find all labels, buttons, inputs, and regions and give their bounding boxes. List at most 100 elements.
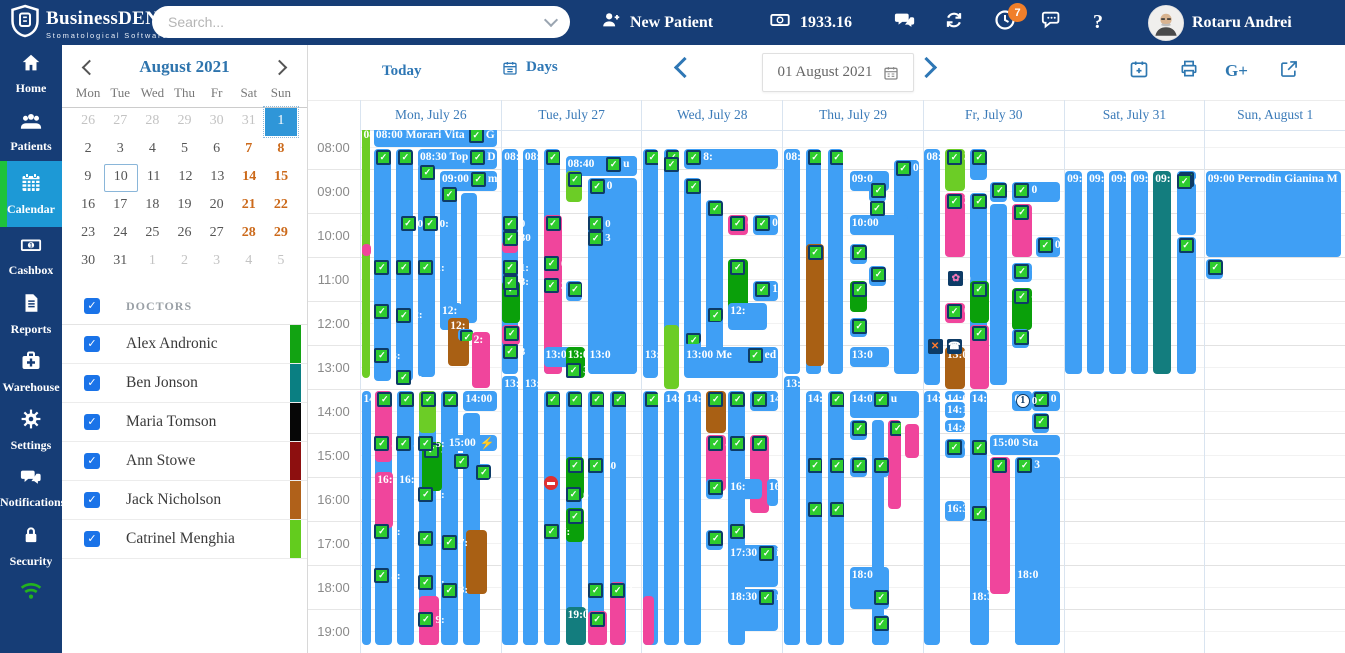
appointment[interactable]: 15:00 ⚡: [446, 435, 497, 451]
appointment[interactable]: ✓0: [945, 303, 965, 323]
mini-calendar-day[interactable]: 11: [146, 169, 161, 184]
mini-calendar-day[interactable]: 8: [277, 141, 285, 156]
mini-calendar-day[interactable]: 13: [210, 169, 225, 184]
appointment[interactable]: ✓3: [827, 149, 844, 374]
appointment-status-chip[interactable]: ✓ 0: [544, 256, 567, 272]
appointment[interactable]: 16:: [397, 471, 415, 492]
appointment[interactable]: 10:00: [849, 215, 908, 235]
appointment[interactable]: ✓: [684, 332, 701, 345]
doctor-checkbox[interactable]: ✓: [84, 492, 100, 508]
appointment-status-chip[interactable]: ✓ 0: [869, 201, 892, 217]
doctor-row[interactable]: ✓ Alex Andronic: [62, 325, 307, 364]
date-picker[interactable]: 01 August 2021: [762, 53, 914, 92]
appointment[interactable]: ✓0: [869, 182, 886, 202]
appointment[interactable]: ✓3: [1012, 328, 1030, 349]
mini-calendar-day[interactable]: 4: [245, 253, 253, 268]
appointment[interactable]: ✓0: [871, 457, 889, 477]
appointment[interactable]: 09:0: [1109, 171, 1126, 374]
appointment[interactable]: ✓0: [565, 281, 583, 301]
mini-calendar-day[interactable]: 10: [103, 164, 138, 192]
appointment-status-chip[interactable]: ✓ 3:: [418, 575, 445, 591]
appointment-status-chip[interactable]: ✓ 7:: [374, 524, 401, 539]
external-link-button[interactable]: [1279, 59, 1299, 84]
appointment-status-chip[interactable]: ✓ 0: [502, 216, 525, 231]
appointment[interactable]: ✓4:: [1012, 288, 1033, 330]
appointment[interactable]: 08:3: [783, 149, 801, 374]
appointment[interactable]: ✓:0: [1176, 237, 1197, 374]
appointment[interactable]: 09:: [1153, 171, 1172, 374]
appointment[interactable]: 14:: [361, 391, 372, 646]
day-header[interactable]: Mon, July 26: [360, 100, 501, 130]
appointment[interactable]: 09:00 ✓ m: [439, 171, 497, 191]
doctors-select-all-checkbox[interactable]: ✓: [84, 298, 100, 314]
appointment[interactable]: ✓0: [728, 215, 748, 235]
appointment-status-chip[interactable]: ✓1:: [396, 260, 423, 275]
mini-calendar-day[interactable]: 30: [209, 113, 224, 128]
appointment[interactable]: ✓3: [969, 149, 987, 180]
mini-calendar-day[interactable]: 1: [262, 106, 299, 138]
appointment[interactable]: ✓0: [805, 457, 823, 477]
mini-calendar-day[interactable]: 28: [145, 113, 160, 128]
appointment[interactable]: 09:0: [1087, 171, 1104, 374]
appointment[interactable]: ✓0: [1012, 262, 1033, 283]
appointment-status-chip[interactable]: ✓ 0: [1177, 174, 1200, 190]
appointment-status-chip[interactable]: ✕: [927, 339, 943, 355]
calendar-grid[interactable]: 08:08:00 Morari Vita✓G✓8:✓3:08:30 Top✓D✓…: [360, 130, 1345, 653]
appointment[interactable]: ✓3: [849, 420, 867, 440]
mini-calendar-day[interactable]: 28: [241, 225, 256, 240]
doctor-checkbox[interactable]: ✓: [84, 336, 100, 352]
day-header[interactable]: Tue, July 27: [500, 100, 642, 130]
appointment-status-chip[interactable]: ✓ 3:: [610, 582, 636, 598]
appointment-status-chip[interactable]: ✓2:: [396, 307, 423, 323]
appointment[interactable]: 14:00: [463, 391, 497, 411]
sidebar-item-warehouse[interactable]: Warehouse: [0, 343, 62, 401]
mini-calendar-day[interactable]: 6: [213, 141, 221, 156]
appointment-status-chip[interactable]: ✓ 30: [588, 458, 616, 473]
doctor-row[interactable]: ✓ Catrinel Menghia: [62, 520, 307, 559]
sidebar-item-security[interactable]: Security: [0, 517, 62, 575]
appointment[interactable]: 14:1: [945, 402, 965, 418]
day-header[interactable]: Sun, August 1: [1204, 100, 1345, 130]
appointment[interactable]: 16:3: [945, 501, 965, 521]
appointment[interactable]: ✓1:: [753, 281, 779, 301]
mini-calendar-day[interactable]: 2: [180, 253, 188, 268]
mini-calendar-day[interactable]: 18: [145, 197, 160, 212]
appointment[interactable]: 13:4: [502, 376, 518, 646]
appointment[interactable]: ✓ u: [871, 391, 919, 418]
mini-calendar-day[interactable]: 30: [81, 253, 96, 268]
appointment-status-chip[interactable]: ✓5:: [396, 436, 423, 451]
appointment[interactable]: 13:00 Me ✓ ed: [684, 347, 779, 378]
doctor-row[interactable]: ✓ Ann Stowe: [62, 442, 307, 481]
mini-calendar-day[interactable]: 27: [113, 113, 128, 128]
appointment[interactable]: ✓4:: [543, 391, 561, 646]
add-event-button[interactable]: [1129, 59, 1149, 84]
appointment[interactable]: 17:30✓id: [728, 545, 779, 587]
appointment[interactable]: ✓0: [1205, 259, 1223, 279]
help-button[interactable]: ?: [1093, 0, 1103, 45]
next-week-button[interactable]: [915, 56, 938, 79]
appointment-status-chip[interactable]: ✓ 9:: [418, 612, 445, 627]
mini-calendar-day[interactable]: 3: [116, 141, 124, 156]
day-header[interactable]: Wed, July 28: [641, 100, 782, 130]
appointment[interactable]: ✓14: [706, 391, 726, 433]
appointment[interactable]: ✓0: [502, 325, 521, 345]
mini-calendar-day[interactable]: 23: [81, 225, 96, 240]
appointment[interactable]: [460, 193, 478, 323]
appointment[interactable]: ✓ u: [604, 156, 638, 173]
appointment[interactable]: 13:0: [587, 347, 638, 374]
new-patient-button[interactable]: New Patient: [600, 0, 713, 45]
appointment[interactable]: ✓0: [1012, 204, 1033, 257]
sidebar-item-calendar[interactable]: Calendar: [0, 161, 62, 227]
appointment-status-chip[interactable]: ✓ 3:: [502, 274, 529, 290]
appointment[interactable]: 09:0: [1065, 171, 1082, 374]
appointment-status-chip[interactable]: ✓ 3: [588, 230, 611, 246]
days-view-button[interactable]: Days: [502, 59, 558, 76]
appointment[interactable]: 13:0: [642, 347, 659, 378]
appointment[interactable]: ✓8:: [684, 149, 779, 169]
appointment[interactable]: ✓0: [945, 438, 965, 459]
appointment[interactable]: 16:: [728, 479, 762, 499]
mini-calendar-day[interactable]: 15: [274, 169, 289, 184]
mini-calendar-day[interactable]: 17: [113, 197, 128, 212]
day-header[interactable]: Fr, July 30: [922, 100, 1064, 130]
